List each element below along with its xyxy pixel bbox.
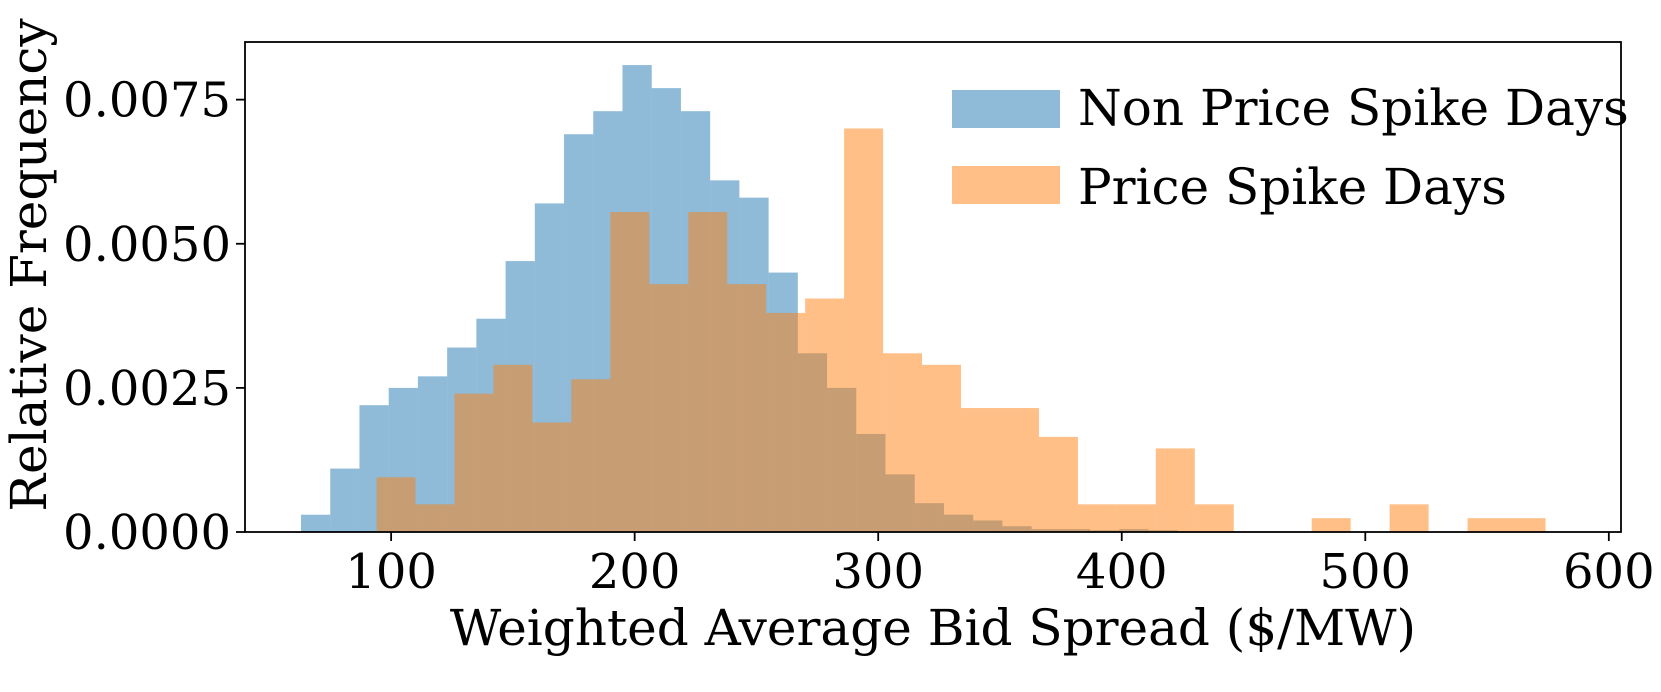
legend: Non Price Spike Days Price Spike Days bbox=[952, 79, 1629, 216]
y-tick-label-3: 0.0075 bbox=[63, 73, 231, 129]
bar-price-spike-days-12 bbox=[844, 128, 884, 532]
bar-price-spike-days-5 bbox=[571, 379, 611, 532]
bar-price-spike-days-10 bbox=[766, 312, 806, 532]
bar-price-spike-days-18 bbox=[1077, 504, 1117, 532]
bar-price-spike-days-6 bbox=[610, 212, 650, 532]
x-tick-label-400: 400 bbox=[1076, 544, 1168, 600]
bars-layer bbox=[301, 65, 1546, 533]
bar-price-spike-days-8 bbox=[688, 212, 728, 532]
x-tick-label-600: 600 bbox=[1563, 544, 1655, 600]
x-tick-label-300: 300 bbox=[832, 544, 924, 600]
y-tick-label-0: 0.0000 bbox=[63, 505, 231, 561]
bar-price-spike-days-28 bbox=[1467, 518, 1507, 532]
bar-price-spike-days-7 bbox=[649, 284, 689, 532]
bar-price-spike-days-14 bbox=[922, 364, 962, 532]
legend-swatch-non-price-spike-days bbox=[952, 90, 1060, 128]
y-axis-title: Relative Frequency bbox=[0, 18, 58, 512]
x-tick-label-100: 100 bbox=[345, 544, 437, 600]
legend-label-non-price-spike-days: Non Price Spike Days bbox=[1078, 79, 1629, 137]
bar-price-spike-days-9 bbox=[727, 284, 767, 532]
bar-price-spike-days-1 bbox=[415, 504, 455, 532]
bar-non-price-spike-days-0 bbox=[301, 514, 331, 532]
legend-swatch-price-spike-days bbox=[952, 166, 1060, 204]
bar-price-spike-days-11 bbox=[805, 298, 845, 532]
x-axis-title: Weighted Average Bid Spread ($/MW) bbox=[450, 599, 1416, 657]
bar-price-spike-days-16 bbox=[999, 408, 1039, 532]
x-tick-label-200: 200 bbox=[589, 544, 681, 600]
y-tick-label-2: 0.0050 bbox=[63, 217, 231, 273]
y-tick-label-1: 0.0025 bbox=[63, 361, 231, 417]
bar-price-spike-days-26 bbox=[1389, 504, 1429, 532]
bar-price-spike-days-19 bbox=[1116, 504, 1156, 532]
bar-price-spike-days-15 bbox=[961, 408, 1000, 532]
bar-price-spike-days-24 bbox=[1311, 518, 1351, 532]
legend-label-price-spike-days: Price Spike Days bbox=[1078, 158, 1507, 216]
bar-non-price-spike-days-1 bbox=[330, 468, 360, 532]
bar-price-spike-days-13 bbox=[883, 353, 923, 532]
bar-price-spike-days-20 bbox=[1155, 448, 1195, 532]
bar-price-spike-days-2 bbox=[454, 393, 494, 532]
bar-price-spike-days-17 bbox=[1038, 436, 1078, 532]
ticks-layer: 100 200 300 400 500 600 0.0000 0.0025 0.0050 0.00… bbox=[63, 73, 1655, 600]
bar-price-spike-days-0 bbox=[376, 477, 416, 532]
x-tick-label-500: 500 bbox=[1319, 544, 1411, 600]
bar-price-spike-days-21 bbox=[1194, 504, 1234, 532]
bar-price-spike-days-4 bbox=[532, 422, 572, 532]
bar-price-spike-days-3 bbox=[493, 364, 533, 532]
plot-frame bbox=[244, 41, 1622, 533]
bar-price-spike-days-29 bbox=[1506, 518, 1546, 532]
